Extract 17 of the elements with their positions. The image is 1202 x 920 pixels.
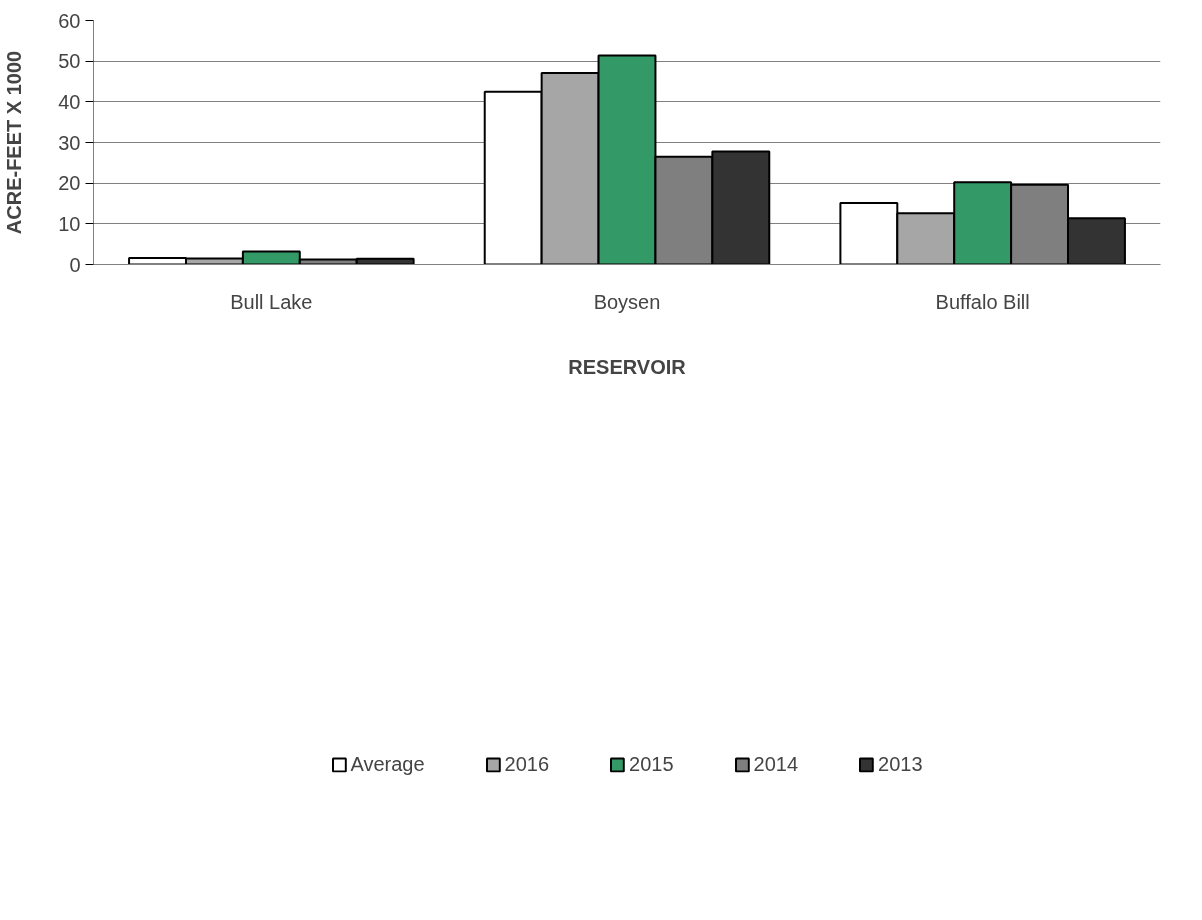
- y-tick-label: 10: [58, 212, 81, 235]
- x-tick-label: Bull Lake: [230, 290, 313, 313]
- y-tick-label: 50: [58, 50, 81, 73]
- legend-label: Average: [350, 752, 425, 776]
- x-tick-label: Boysen: [593, 290, 661, 313]
- y-tick-label: 30: [58, 131, 81, 154]
- x-tick-label: Buffalo Bill: [935, 290, 1030, 313]
- legend-label: 2014: [753, 752, 799, 776]
- legend-label: 2013: [878, 752, 923, 776]
- y-tick-label: 20: [58, 172, 81, 195]
- y-tick-label: 40: [58, 90, 81, 113]
- y-tick-label: 0: [69, 253, 81, 276]
- x-axis-title: RESERVOIR: [568, 355, 687, 378]
- legend-label: 2016: [504, 752, 550, 776]
- legend-label: 2015: [629, 752, 674, 776]
- y-axis-title: ACRE-FEET X 1000: [3, 50, 26, 235]
- y-tick-label: 60: [58, 9, 81, 32]
